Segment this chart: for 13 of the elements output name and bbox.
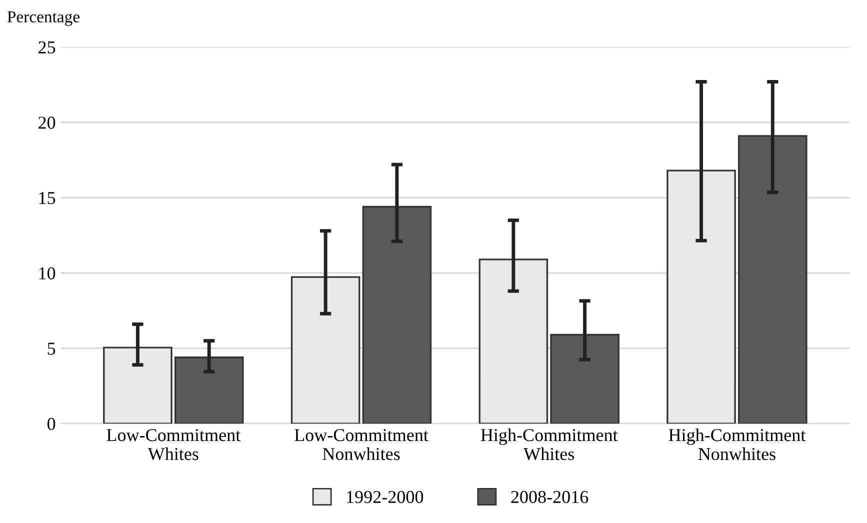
x-tick-label: Low-Commitment Whites [106,429,240,460]
y-tick-label: 25 [38,41,56,54]
legend-label: 2008-2016 [511,490,588,504]
x-tick-label: High-Commitment Nonwhites [668,428,806,460]
y-tick-label: 5 [48,342,56,355]
x-tick-label: Low-Commitment Nonwhites [294,429,428,460]
y-tick-label: 20 [38,116,56,129]
legend-label: 1992-2000 [347,490,424,504]
y-tick-label: 10 [39,267,56,280]
x-tick-label: High-Commitment Whites [480,428,618,460]
y-axis-title: Percentage [7,11,80,26]
y-tick-label: 0 [47,418,56,430]
y-tick-label: 15 [39,192,56,204]
